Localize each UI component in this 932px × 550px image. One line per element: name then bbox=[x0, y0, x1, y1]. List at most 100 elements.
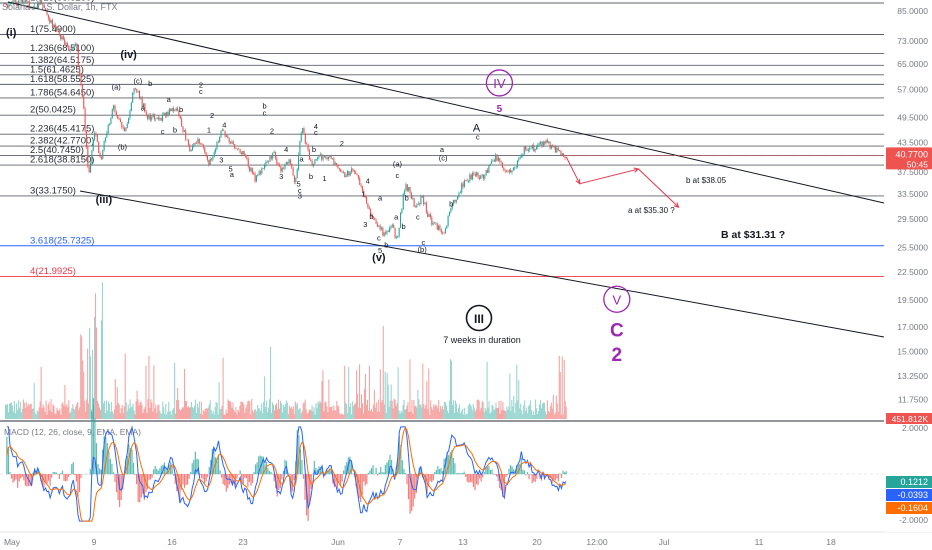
wave-label[interactable]: 2 bbox=[340, 139, 344, 148]
wave-label[interactable]: b bbox=[312, 145, 316, 154]
wave-label[interactable]: b bbox=[369, 212, 373, 221]
major-wave-label[interactable]: C bbox=[610, 321, 624, 342]
wave-label[interactable]: b bbox=[449, 200, 453, 209]
wave-label[interactable]: 5 bbox=[378, 246, 382, 255]
wave-label[interactable]: b bbox=[173, 126, 177, 135]
wave-label[interactable]: c bbox=[396, 171, 400, 180]
wave-label[interactable]: b bbox=[148, 79, 152, 88]
candle-body bbox=[516, 160, 518, 167]
wave-label[interactable]: A bbox=[473, 123, 481, 135]
wave-label[interactable]: c bbox=[422, 238, 426, 247]
candle-body bbox=[495, 154, 497, 162]
candle-body bbox=[293, 175, 296, 183]
wave-label[interactable]: 4 bbox=[222, 121, 226, 130]
volume-bar bbox=[58, 411, 60, 419]
candle-body bbox=[446, 225, 448, 229]
wave-label[interactable]: (i) bbox=[6, 27, 17, 39]
macd-histogram-bar bbox=[7, 447, 9, 475]
volume-bar bbox=[553, 414, 555, 419]
wave-label[interactable]: a bbox=[440, 145, 445, 154]
wave-label[interactable]: 3 bbox=[363, 220, 367, 229]
wave-label[interactable]: c bbox=[199, 87, 203, 96]
wave-label[interactable]: 1 bbox=[361, 189, 365, 198]
candle-body bbox=[55, 27, 58, 31]
wave-label[interactable]: a bbox=[378, 194, 383, 203]
wave-iii-label[interactable]: III bbox=[474, 312, 484, 326]
macd-histogram-bar bbox=[441, 471, 444, 475]
wave-label[interactable]: 3 bbox=[219, 156, 223, 165]
macd-histogram-bar bbox=[94, 418, 96, 475]
wave-label[interactable]: a bbox=[141, 104, 146, 113]
channel-upper-line[interactable] bbox=[7, 1, 885, 204]
candle-body bbox=[217, 142, 219, 143]
channel-lower-line[interactable] bbox=[79, 190, 885, 338]
macd-histogram-bar bbox=[217, 455, 220, 475]
volume-bar bbox=[382, 325, 384, 419]
volume-bar bbox=[307, 412, 309, 419]
wave-label[interactable]: 1 bbox=[322, 174, 326, 183]
wave-label[interactable]: a bbox=[167, 95, 172, 104]
wave-label[interactable]: 3 bbox=[279, 172, 283, 181]
wave-label[interactable]: a bbox=[230, 170, 235, 179]
candle-body bbox=[447, 215, 449, 226]
wave-label[interactable]: c bbox=[416, 213, 420, 222]
wave-label[interactable]: 5 bbox=[228, 164, 232, 173]
major-wave-label[interactable]: V bbox=[612, 292, 621, 307]
major-wave-label[interactable]: 2 bbox=[612, 345, 623, 366]
candle-body bbox=[209, 158, 211, 165]
wave-label[interactable]: (b) bbox=[118, 143, 128, 152]
wave-label[interactable]: c bbox=[263, 108, 267, 117]
wave-label[interactable]: 5 bbox=[296, 180, 300, 189]
wave-label[interactable]: c bbox=[377, 234, 381, 243]
wave-label[interactable]: c bbox=[298, 186, 302, 195]
wave-label[interactable]: 4 bbox=[314, 122, 318, 131]
wave-label[interactable]: 3 bbox=[298, 192, 302, 201]
wave-label[interactable]: (iii) bbox=[96, 194, 113, 206]
price-axis-bg bbox=[884, 0, 932, 532]
candle-body bbox=[206, 155, 209, 160]
wave-label[interactable]: 4 bbox=[366, 177, 370, 186]
wave-label[interactable]: (a) bbox=[112, 83, 122, 92]
wave-label[interactable]: c bbox=[314, 128, 318, 137]
wave-label[interactable]: 2 bbox=[210, 111, 214, 120]
symbol-title[interactable]: Solana / U.S. Dollar, 1h, FTX bbox=[2, 2, 118, 12]
wave-label[interactable]: (b) bbox=[418, 245, 428, 254]
wave-label[interactable]: (c) bbox=[439, 154, 448, 163]
candle-body bbox=[404, 191, 406, 194]
volume-bar bbox=[390, 384, 392, 419]
wave-label[interactable]: b bbox=[402, 222, 406, 231]
wave-label[interactable]: 1 bbox=[207, 126, 211, 135]
volume-bar bbox=[271, 402, 274, 419]
candle-body bbox=[492, 160, 494, 162]
wave-label[interactable]: c bbox=[161, 127, 165, 136]
candle-body bbox=[258, 171, 260, 176]
wave-label[interactable]: (a) bbox=[393, 160, 403, 169]
wave-label[interactable]: (c) bbox=[133, 77, 142, 86]
wave-label[interactable]: b bbox=[309, 172, 313, 181]
macd-title[interactable]: MACD (12, 26, close, 9, EMA, EMA) bbox=[4, 427, 141, 437]
wave-label[interactable]: (v) bbox=[372, 252, 386, 264]
wave-label[interactable]: 2 bbox=[270, 126, 274, 135]
wave-label[interactable]: c bbox=[476, 133, 480, 142]
candle-body bbox=[190, 149, 192, 151]
wave-label[interactable]: b bbox=[405, 194, 409, 203]
wave-label[interactable]: 4 bbox=[284, 145, 288, 154]
major-wave-label[interactable]: 5 bbox=[497, 104, 503, 115]
major-wave-label[interactable]: IV bbox=[493, 76, 506, 91]
time-axis[interactable]: May 9 16 23 Jun 7 13 20 12:00 Jul 11 18 bbox=[4, 537, 836, 547]
wave-label[interactable]: 2 bbox=[199, 81, 203, 90]
candle-body bbox=[168, 108, 170, 116]
wave-label[interactable]: a bbox=[394, 213, 399, 222]
volume-bar bbox=[66, 404, 68, 419]
macd-value-label: 0.1212 bbox=[900, 477, 928, 487]
wave-label[interactable]: b bbox=[179, 105, 183, 114]
wave-label[interactable]: (iv) bbox=[120, 49, 137, 61]
volume-bar bbox=[294, 401, 296, 419]
macd-histogram-bar bbox=[466, 474, 468, 482]
wave-label[interactable]: a bbox=[300, 155, 305, 164]
wave-label[interactable]: b bbox=[262, 101, 266, 110]
volume-bar bbox=[153, 365, 155, 419]
projection-line[interactable] bbox=[565, 156, 679, 208]
wave-label[interactable]: b bbox=[384, 241, 388, 250]
price-axis[interactable]: 85.0000 73.0000 65.0000 57.0000 49.5000 43.50… bbox=[884, 0, 932, 532]
